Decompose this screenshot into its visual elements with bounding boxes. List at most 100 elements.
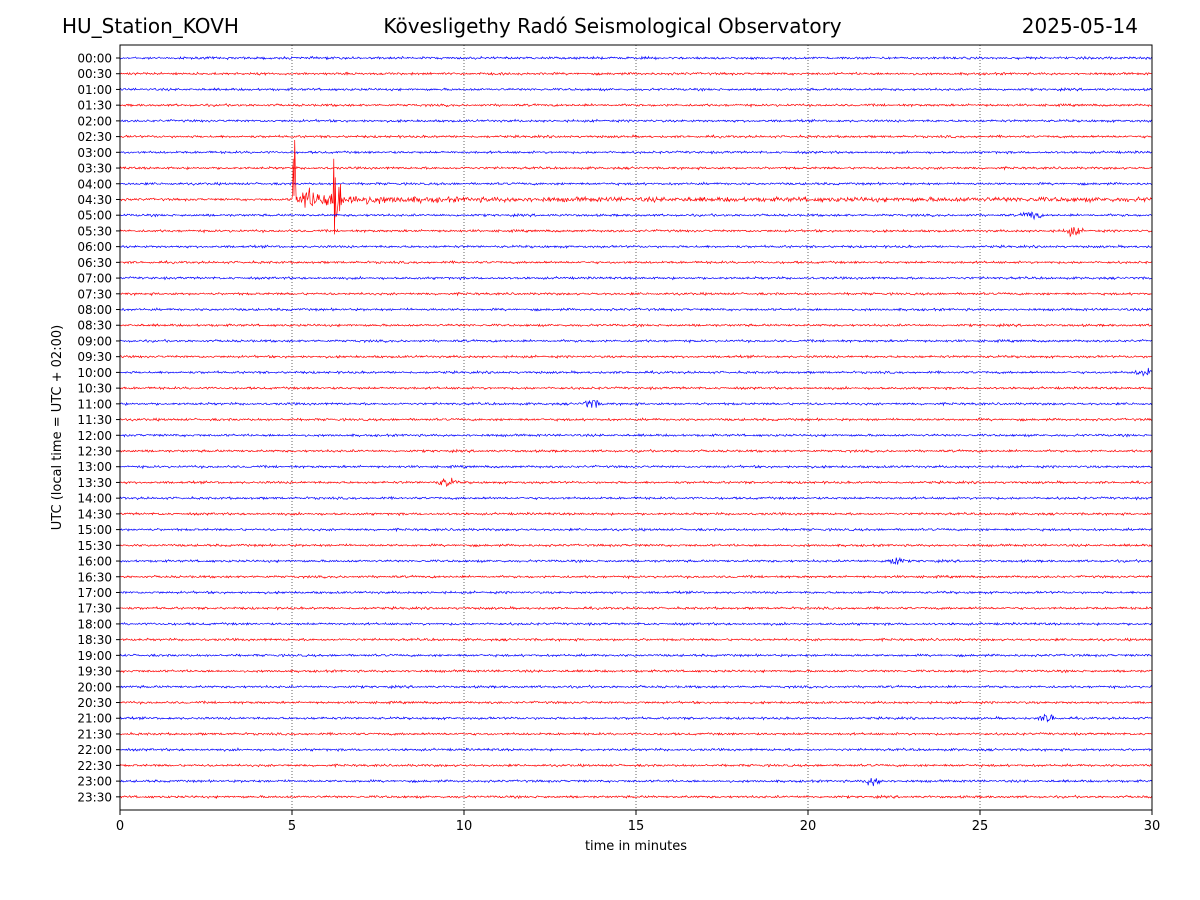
- trace-0500: [119, 211, 1153, 221]
- y-tick-label: 20:00: [77, 680, 112, 694]
- trace-0230: [119, 134, 1153, 139]
- observatory-title: Kövesligethy Radó Seismological Observat…: [383, 14, 842, 38]
- y-tick-label: 08:30: [77, 319, 112, 333]
- y-tick-label: 21:00: [77, 712, 112, 726]
- trace-0900: [119, 338, 1153, 344]
- y-tick-label: 01:00: [77, 83, 112, 97]
- y-tick-label: 19:00: [77, 649, 112, 663]
- trace-1400: [119, 495, 1153, 501]
- trace-0100: [119, 87, 1153, 92]
- trace-0630: [119, 259, 1153, 265]
- trace-1600: [119, 556, 1153, 565]
- station-title: HU_Station_KOVH: [62, 14, 239, 38]
- trace-2200: [119, 747, 1153, 753]
- date-title: 2025-05-14: [1021, 14, 1138, 38]
- y-tick-label: 09:30: [77, 350, 112, 364]
- y-tick-label: 20:30: [77, 696, 112, 710]
- vertical-gridlines: [291, 45, 981, 810]
- seismogram-traces: [119, 55, 1153, 800]
- trace-0930: [119, 354, 1153, 359]
- trace-0800: [119, 307, 1153, 312]
- trace-1930: [119, 668, 1153, 674]
- y-tick-label: 02:00: [77, 114, 112, 128]
- y-tick-label: 04:00: [77, 177, 112, 191]
- y-tick-label: 14:30: [77, 507, 112, 521]
- y-tick-label: 00:00: [77, 52, 112, 66]
- y-tick-label: 06:00: [77, 240, 112, 254]
- trace-1130: [119, 417, 1153, 422]
- y-tick-label: 10:00: [77, 366, 112, 380]
- x-tick-label: 15: [628, 819, 645, 834]
- trace-1830: [119, 637, 1153, 643]
- y-tick-label: 18:00: [77, 617, 112, 631]
- y-tick-label: 22:30: [77, 759, 112, 773]
- y-tick-label: 03:30: [77, 162, 112, 176]
- trace-1230: [119, 448, 1153, 454]
- trace-0530: [119, 226, 1153, 238]
- trace-1730: [119, 605, 1153, 611]
- y-tick-label: 15:30: [77, 539, 112, 553]
- y-tick-label: 01:30: [77, 99, 112, 113]
- y-tick-label: 13:00: [77, 460, 112, 474]
- trace-2300: [119, 777, 1153, 787]
- trace-1500: [119, 527, 1153, 533]
- y-tick-label: 12:00: [77, 429, 112, 443]
- trace-0400: [119, 181, 1153, 187]
- trace-0430: [119, 139, 1153, 235]
- trace-1630: [119, 574, 1153, 580]
- trace-2230: [119, 763, 1153, 769]
- trace-1900: [119, 653, 1153, 658]
- trace-1200: [119, 433, 1153, 438]
- trace-0830: [119, 322, 1153, 328]
- x-axis-tick-labels: 0 5 10 15 20 25 30: [116, 810, 1160, 834]
- trace-1700: [119, 590, 1153, 595]
- trace-2000: [119, 684, 1153, 690]
- trace-1430: [119, 511, 1153, 517]
- trace-0300: [119, 149, 1153, 155]
- y-tick-label: 12:30: [77, 445, 112, 459]
- trace-0130: [119, 102, 1153, 108]
- y-tick-label: 07:00: [77, 272, 112, 286]
- trace-0030: [119, 71, 1153, 77]
- y-tick-label: 11:00: [77, 397, 112, 411]
- trace-2130: [119, 731, 1153, 737]
- trace-1530: [119, 543, 1153, 548]
- trace-1330: [119, 477, 1153, 487]
- y-tick-label: 17:00: [77, 586, 112, 600]
- y-tick-label: 05:00: [77, 209, 112, 223]
- x-tick-label: 20: [800, 819, 817, 834]
- y-axis-label: UTC (local time = UTC + 02:00): [50, 325, 65, 530]
- y-tick-label: 22:00: [77, 743, 112, 757]
- trace-0330: [119, 165, 1153, 171]
- y-tick-label: 08:00: [77, 303, 112, 317]
- x-tick-label: 0: [116, 819, 124, 834]
- trace-2100: [119, 713, 1153, 723]
- y-tick-label: 03:00: [77, 146, 112, 160]
- y-tick-label: 21:30: [77, 727, 112, 741]
- trace-0000: [119, 55, 1153, 61]
- y-tick-label: 14:00: [77, 492, 112, 506]
- trace-2030: [119, 700, 1153, 705]
- trace-1030: [119, 385, 1153, 391]
- y-tick-label: 15:00: [77, 523, 112, 537]
- x-tick-label: 25: [972, 819, 989, 834]
- y-tick-label: 05:30: [77, 224, 112, 238]
- y-tick-label: 07:30: [77, 287, 112, 301]
- trace-1300: [119, 464, 1153, 470]
- y-tick-label: 16:30: [77, 570, 112, 584]
- x-axis-label: time in minutes: [585, 839, 687, 854]
- y-tick-label: 04:30: [77, 193, 112, 207]
- trace-1000: [119, 367, 1153, 377]
- trace-0200: [119, 118, 1153, 124]
- y-tick-label: 19:30: [77, 665, 112, 679]
- y-tick-label: 09:00: [77, 334, 112, 348]
- y-tick-label: 11:30: [77, 413, 112, 427]
- y-tick-label: 10:30: [77, 382, 112, 396]
- y-tick-label: 13:30: [77, 476, 112, 490]
- y-tick-label: 16:00: [77, 555, 112, 569]
- trace-1800: [119, 621, 1153, 627]
- y-tick-label: 23:00: [77, 775, 112, 789]
- y-tick-label: 00:30: [77, 67, 112, 81]
